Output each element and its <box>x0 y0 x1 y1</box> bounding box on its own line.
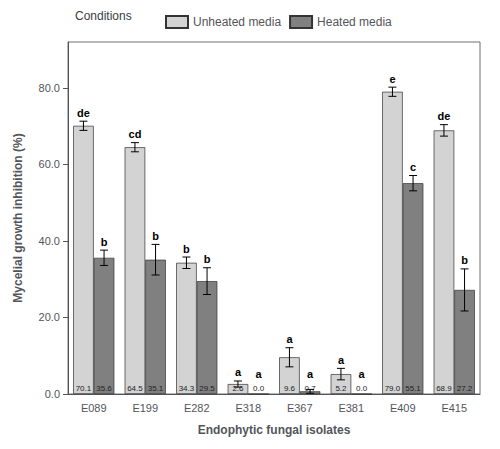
svg-text:0.0: 0.0 <box>356 384 368 393</box>
svg-text:de: de <box>438 110 451 122</box>
svg-text:35.6: 35.6 <box>96 384 112 393</box>
svg-text:b: b <box>152 230 159 242</box>
svg-text:c: c <box>410 161 416 173</box>
svg-text:a: a <box>307 368 314 380</box>
svg-text:9.6: 9.6 <box>284 384 296 393</box>
svg-text:a: a <box>286 333 293 345</box>
svg-text:64.5: 64.5 <box>127 384 143 393</box>
svg-text:cd: cd <box>129 128 142 140</box>
svg-text:E199: E199 <box>132 402 158 414</box>
svg-text:70.1: 70.1 <box>76 384 92 393</box>
svg-text:40.0: 40.0 <box>39 235 60 247</box>
svg-text:34.3: 34.3 <box>179 384 195 393</box>
svg-text:e: e <box>389 73 395 85</box>
svg-text:2.6: 2.6 <box>232 384 244 393</box>
svg-text:E381: E381 <box>338 402 364 414</box>
svg-text:b: b <box>204 253 211 265</box>
svg-text:20.0: 20.0 <box>39 311 60 323</box>
svg-text:b: b <box>101 236 108 248</box>
svg-text:E089: E089 <box>81 402 107 414</box>
svg-text:0.0: 0.0 <box>45 388 60 400</box>
svg-text:a: a <box>235 366 242 378</box>
svg-text:E318: E318 <box>235 402 261 414</box>
svg-text:Heated media: Heated media <box>317 15 392 29</box>
svg-text:E409: E409 <box>390 402 416 414</box>
svg-text:0.0: 0.0 <box>253 384 265 393</box>
svg-text:de: de <box>77 107 90 119</box>
svg-text:Endophytic fungal isolates: Endophytic fungal isolates <box>198 423 351 437</box>
svg-text:79.0: 79.0 <box>385 384 401 393</box>
svg-text:Unheated media: Unheated media <box>193 15 281 29</box>
svg-text:60.0: 60.0 <box>39 158 60 170</box>
svg-text:Mycelial growth inhibition (%): Mycelial growth inhibition (%) <box>11 133 25 302</box>
svg-text:b: b <box>183 243 190 255</box>
svg-text:b: b <box>461 254 468 266</box>
svg-text:27.2: 27.2 <box>457 384 473 393</box>
svg-text:35.1: 35.1 <box>148 384 164 393</box>
svg-text:E367: E367 <box>287 402 313 414</box>
svg-text:E415: E415 <box>441 402 467 414</box>
svg-text:5.2: 5.2 <box>335 384 347 393</box>
svg-text:80.0: 80.0 <box>39 82 60 94</box>
svg-text:a: a <box>255 368 262 380</box>
svg-text:a: a <box>358 368 365 380</box>
svg-text:68.9: 68.9 <box>436 384 452 393</box>
svg-text:0.7: 0.7 <box>304 384 316 393</box>
svg-text:55.1: 55.1 <box>405 384 421 393</box>
svg-text:E282: E282 <box>184 402 210 414</box>
svg-text:Conditions: Conditions <box>75 9 132 23</box>
svg-text:a: a <box>338 354 345 366</box>
svg-text:29.5: 29.5 <box>199 384 215 393</box>
